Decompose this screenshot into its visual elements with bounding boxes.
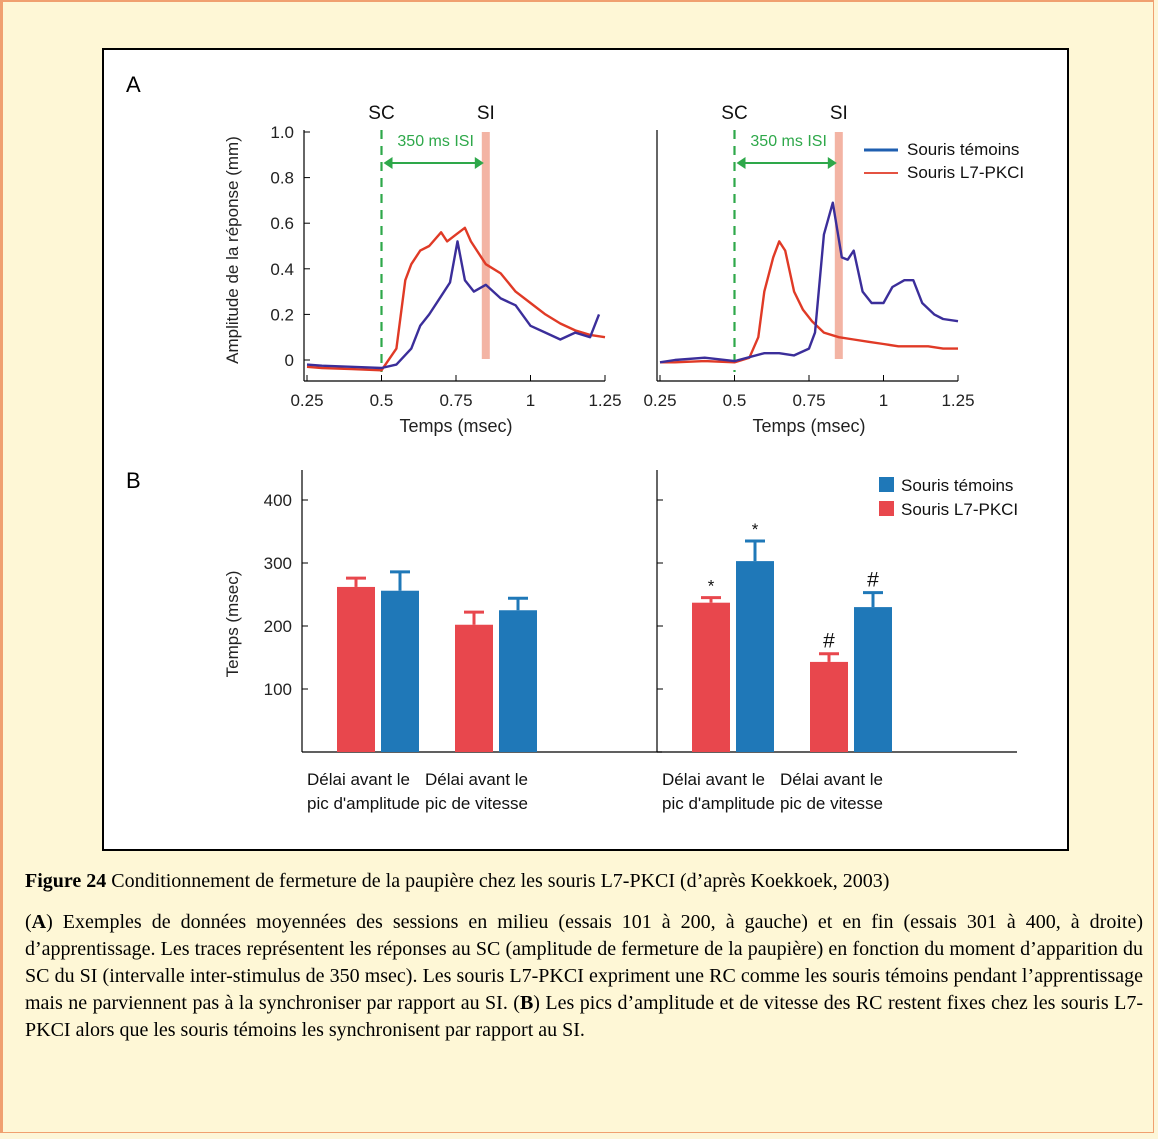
figure-svg: A B 0.25 0.5 0.75 1 1.25 1.0 0.8 0.6 0.4 0.2 0 Amplit… [126, 72, 1024, 813]
panel-b-letter: B [126, 468, 141, 493]
chart-a-right-x-tick-label: 0.25 [643, 391, 676, 410]
chart-a-left-y-axis-label: Amplitude de la réponse (mm) [223, 136, 242, 364]
chart-b-right-significance-mark: * [708, 577, 715, 596]
chart-b-left-bar-control [381, 590, 419, 752]
chart-a-right-cs-label: SC [721, 103, 747, 124]
chart-b-right-bar-l7pkci [810, 661, 848, 752]
chart-b-left-y-axis-label: Temps (msec) [223, 571, 242, 678]
chart-a-left-us-band [481, 132, 490, 359]
caption-text-a: ) Exemples de données moyennées des sess… [25, 911, 1143, 1014]
chart-b-right-bar-control [736, 561, 774, 752]
chart-a-left-y-tick-label: 0.4 [270, 260, 294, 279]
chart-a-right-trace-control [659, 201, 959, 364]
chart-a-right-x-tick-label: 1 [879, 391, 888, 410]
chart-b-right-legend-label-l7pkci: Souris L7-PKCI [901, 500, 1018, 519]
chart-b-right-category-label-line2: pic de vitesse [780, 794, 883, 813]
chart-a-left-x-tick-label: 0.75 [439, 391, 472, 410]
chart-a-right-isi-arrowhead-left [736, 157, 746, 169]
chart-a-right-us-label: SI [830, 103, 848, 124]
chart-a-left-y-tick-label: 1.0 [270, 123, 294, 142]
chart-a-left-y-tick-label: 0.6 [270, 214, 294, 233]
chart-b-left-category-label-line2: pic de vitesse [425, 794, 528, 813]
figure-caption: Figure 24 Conditionnement de fermeture d… [25, 868, 1143, 1044]
chart-a-right-isi-arrowhead-right [827, 157, 837, 169]
chart-a-right-isi-label: 350 ms ISI [750, 133, 826, 150]
chart-a-right-legend-label-l7pkci: Souris L7-PKCI [907, 163, 1024, 182]
chart-a-right-trace-l7pkci [660, 240, 958, 364]
chart-b-left-category-label-line1: Délai avant le [425, 770, 528, 789]
chart-b-right-category-label-line1: Délai avant le [780, 770, 883, 789]
chart-b-right-significance-mark: * [752, 520, 759, 539]
chart-a-left-isi-arrowhead-right [474, 157, 484, 169]
caption-title-text: Conditionnement de fermeture de la paupi… [106, 870, 890, 892]
chart-a-right-x-tick-label: 0.5 [723, 391, 747, 410]
chart-b-left-y-tick-label: 400 [264, 491, 292, 510]
chart-a-right-x-tick-label: 1.25 [941, 391, 974, 410]
chart-b-left-y-tick-label: 300 [264, 554, 292, 573]
caption-title: Figure 24 Conditionnement de fermeture d… [25, 868, 1143, 895]
chart-a-left-cs-label: SC [368, 103, 394, 124]
chart-a-left-x-axis-label: Temps (msec) [399, 416, 512, 436]
chart-b-right-legend-swatch-l7pkci [879, 501, 894, 516]
panel-a-letter: A [126, 72, 141, 97]
caption-body: (A) Exemples de données moyennées des se… [25, 909, 1143, 1044]
chart-b-left-y-tick-label: 100 [264, 680, 292, 699]
chart-a-left-us-label: SI [477, 103, 495, 124]
chart-b-left-y-tick-label: 200 [264, 617, 292, 636]
chart-a-left-x-tick-label: 0.5 [370, 391, 394, 410]
chart-a-left-y-tick-label: 0.2 [270, 305, 294, 324]
figure-frame: A B 0.25 0.5 0.75 1 1.25 1.0 0.8 0.6 0.4 0.2 0 Amplit… [102, 48, 1069, 851]
chart-b-left-bar-l7pkci [337, 586, 375, 752]
chart-a-right-legend-label-control: Souris témoins [907, 140, 1019, 159]
chart-b-right-category-label-line2: pic d'amplitude [662, 794, 775, 813]
chart-a-left-y-tick-label: 0.8 [270, 169, 294, 188]
chart-a-left-y-tick-label: 0 [285, 351, 294, 370]
chart-a-left-x-tick-label: 1 [526, 391, 535, 410]
chart-b-right-significance-mark: # [823, 630, 835, 653]
chart-a-left-isi-arrowhead-left [383, 157, 393, 169]
chart-a-left-trace-control [306, 240, 601, 370]
caption-panel-a-ref: A [31, 911, 47, 933]
caption-figure-number: Figure 24 [25, 870, 107, 892]
chart-b-right-legend-swatch-control [879, 477, 894, 492]
chart-b-right-bar-l7pkci [692, 602, 730, 752]
chart-b-left-category-label-line2: pic d'amplitude [307, 794, 420, 813]
chart-a-right-x-tick-label: 0.75 [792, 391, 825, 410]
caption-text-b: ) Les pics d’amplitude et de vitesse des… [25, 992, 1143, 1041]
caption-paren: ( [25, 911, 32, 933]
chart-a-left-x-tick-label: 0.25 [290, 391, 323, 410]
chart-b-right-bar-control [854, 607, 892, 752]
chart-b-left-category-label-line1: Délai avant le [307, 770, 410, 789]
chart-a-left-trace-l7pkci [306, 226, 606, 372]
chart-b-left-bar-l7pkci [455, 624, 493, 752]
chart-a-left-isi-label: 350 ms ISI [397, 133, 473, 150]
caption-panel-b-ref: B [519, 992, 534, 1014]
chart-b-right-significance-mark: # [867, 569, 879, 592]
chart-a-left-x-tick-label: 1.25 [588, 391, 621, 410]
chart-a-right-x-axis-label: Temps (msec) [752, 416, 865, 436]
chart-b-right-category-label-line1: Délai avant le [662, 770, 765, 789]
chart-b-right-legend-label-control: Souris témoins [901, 476, 1013, 495]
chart-b-left-bar-control [499, 610, 537, 752]
